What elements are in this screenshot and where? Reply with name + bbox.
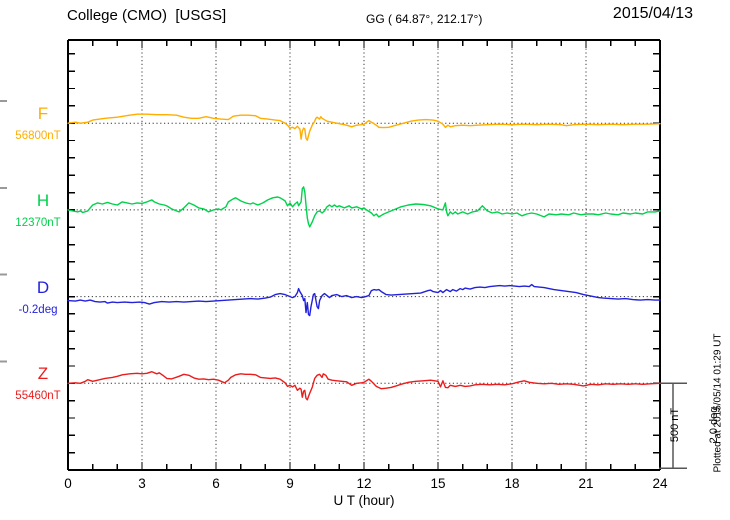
geographic-coordinates: GG ( 64.87°, 212.17°) <box>366 12 483 26</box>
x-tick-label-9: 9 <box>286 476 294 491</box>
x-tick-label-24: 24 <box>652 476 668 491</box>
trace-baseline-Z: 55460nT <box>15 390 61 402</box>
x-tick-label-15: 15 <box>430 476 446 491</box>
x-tick-label-21: 21 <box>578 476 594 491</box>
trace-baseline-H: 12370nT <box>15 217 61 229</box>
x-tick-label-18: 18 <box>504 476 520 491</box>
trace-D <box>67 283 661 317</box>
x-tick-label-3: 3 <box>138 476 146 491</box>
trace-H <box>67 186 661 228</box>
x-axis-label: U T (hour) <box>333 493 395 508</box>
trace-Z <box>67 371 661 401</box>
trace-label-F: F <box>37 104 49 123</box>
trace-label-Z: Z <box>37 364 49 383</box>
trace-label-D: D <box>36 278 50 297</box>
observation-date: 2015/04/13 <box>612 5 693 22</box>
x-tick-label-12: 12 <box>356 476 372 491</box>
plotted-at-note: Plotted at 2015/05/14 01:29 UT <box>712 333 724 473</box>
trace-label-H: H <box>36 191 50 210</box>
x-tick-label-6: 6 <box>212 476 220 491</box>
x-tick-label-0: 0 <box>64 476 72 491</box>
trace-baseline-D: -0.2deg <box>18 304 58 316</box>
station-title: College (CMO) [USGS] <box>67 7 227 24</box>
trace-F <box>67 113 661 141</box>
trace-baseline-F: 56800nT <box>15 130 61 142</box>
scale-bar-nt-label: 500 nT <box>669 407 681 443</box>
